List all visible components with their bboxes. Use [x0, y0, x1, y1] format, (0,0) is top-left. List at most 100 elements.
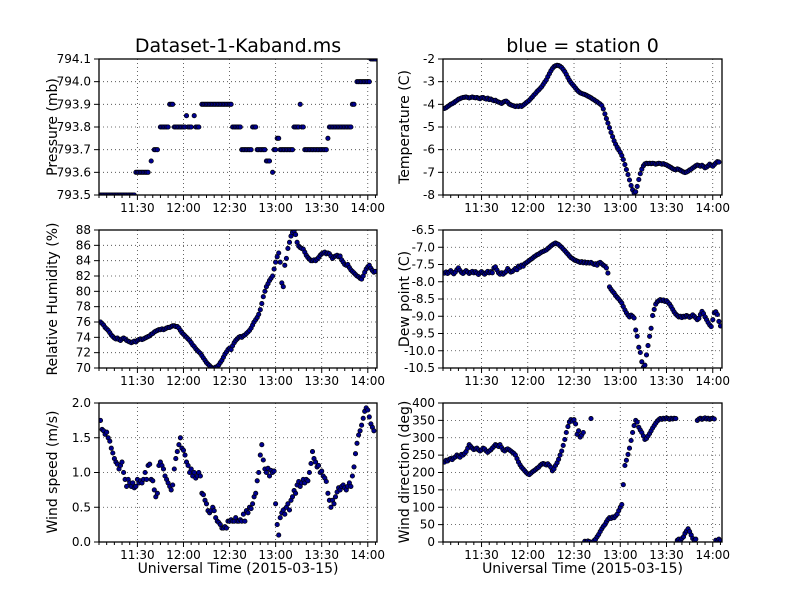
y-tick-label: 50	[420, 518, 435, 532]
y-tick-label: 72	[76, 346, 91, 360]
axes-border	[98, 229, 378, 369]
y-tick-label: 2.0	[72, 397, 91, 410]
x-tick-label: 11:30	[120, 548, 155, 562]
axes-border	[442, 58, 723, 196]
y-tick-label: 0.5	[72, 500, 91, 514]
right-x-axis-label: Universal Time (2015-03-15)	[482, 561, 683, 577]
x-tick-label: 13:00	[603, 548, 638, 562]
x-tick-label: 12:30	[557, 374, 592, 388]
x-tick-label: 14:00	[695, 201, 730, 215]
right-plot-title legend-note: blue = station 0	[506, 35, 659, 57]
y-tick-label: -4	[423, 97, 435, 111]
x-tick-label: 14:00	[695, 548, 730, 562]
axis-ticks: 11:30 12:00 12:30 13:00 13:30 14:00 0.0 0.5 1.0 1…	[72, 397, 385, 562]
y-tick-label: 80	[76, 284, 91, 298]
y-tick-label: 76	[76, 315, 91, 329]
x-tick-label: 13:30	[649, 548, 684, 562]
windspeed-plot-canvas: 11:30 12:00 12:30 13:00 13:30 14:00 0.0 0.5 1.0 1…	[72, 397, 385, 562]
y-tick-label: -9.5	[412, 327, 435, 341]
x-tick-label: 13:00	[603, 201, 638, 215]
x-tick-label: 14:00	[350, 374, 385, 388]
gridlines	[443, 403, 722, 542]
x-tick-label: 12:00	[510, 201, 545, 215]
y-tick-label: 793.5	[57, 188, 91, 202]
left-x-axis-label: Universal Time (2015-03-15)	[137, 561, 339, 577]
x-tick-label: 12:00	[166, 374, 201, 388]
y-tick-label: -5	[423, 120, 435, 134]
y-tick-label: 0	[427, 535, 435, 549]
x-tick-label: 13:30	[649, 201, 684, 215]
y-tick-label: 793.8	[57, 120, 91, 134]
y-tick-label: 86	[76, 238, 91, 252]
x-tick-label: 13:00	[258, 201, 293, 215]
y-tick-label: 100	[412, 500, 435, 514]
y-tick-label: -7.5	[412, 258, 435, 272]
x-tick-label: 13:30	[649, 374, 684, 388]
x-tick-label: 13:00	[258, 374, 293, 388]
y-tick-label: -9.0	[412, 309, 435, 323]
y-tick-label: 78	[76, 300, 91, 314]
x-tick-label: 14:00	[695, 374, 730, 388]
x-tick-label: 11:30	[464, 548, 499, 562]
y-tick-label: -10.5	[404, 361, 435, 375]
axes-border	[442, 229, 723, 369]
scatter-points	[443, 62, 722, 195]
y-tick-label: 400	[412, 397, 435, 410]
x-tick-label: 11:30	[120, 374, 155, 388]
y-tick-label: -3	[423, 75, 435, 89]
x-tick-label: 12:30	[557, 548, 592, 562]
y-tick-label: -8.0	[412, 275, 435, 289]
x-tick-label: 11:30	[464, 201, 499, 215]
y-tick-label: 88	[76, 224, 91, 237]
y-tick-label: -8	[423, 188, 435, 202]
x-tick-label: 12:30	[557, 201, 592, 215]
scatter-points	[99, 59, 377, 195]
y-tick-label: 350	[412, 413, 435, 427]
x-tick-label: 13:30	[304, 374, 339, 388]
scatter-points	[99, 405, 377, 538]
scatter-points	[99, 230, 377, 368]
x-tick-label: 12:30	[212, 374, 247, 388]
y-tick-label: 150	[412, 483, 435, 497]
y-tick-label: -2	[423, 53, 435, 66]
x-tick-label: 12:30	[212, 201, 247, 215]
y-tick-label: 1.0	[72, 466, 91, 480]
x-tick-label: 13:00	[258, 548, 293, 562]
x-tick-label: 13:30	[304, 548, 339, 562]
x-tick-label: 14:00	[350, 201, 385, 215]
x-tick-label: 14:00	[350, 548, 385, 562]
y-tick-label: 793.7	[57, 143, 91, 157]
y-tick-label: 74	[76, 330, 91, 344]
y-tick-label: -6.5	[412, 224, 435, 237]
axis-ticks: 11:30 12:00 12:30 13:00 13:30 14:00 -8 -7 -6 -5 -4…	[423, 53, 730, 215]
x-tick-label: 12:00	[510, 374, 545, 388]
x-tick-label: 12:30	[212, 548, 247, 562]
y-tick-label: -8.5	[412, 292, 435, 306]
y-tick-label: 794.1	[57, 53, 91, 66]
y-tick-label: -6	[423, 143, 435, 157]
scatter-points	[443, 240, 722, 368]
gridlines	[99, 230, 377, 368]
gridlines	[443, 230, 722, 368]
y-tick-label: 793.9	[57, 97, 91, 111]
y-tick-label: 794.0	[57, 75, 91, 89]
y-tick-label: 300	[412, 431, 435, 445]
y-tick-label: 70	[76, 361, 91, 375]
y-tick-label: 793.6	[57, 165, 91, 179]
temperature-plot-canvas: 11:30 12:00 12:30 13:00 13:30 14:00 -8 -7 -6 -5 -4…	[423, 53, 730, 215]
axis-ticks: 11:30 12:00 12:30 13:00 13:30 14:00 -10.5 -10.0…	[404, 224, 730, 388]
y-tick-label: 250	[412, 448, 435, 462]
y-tick-label: 84	[76, 254, 91, 268]
scatter-points	[443, 415, 722, 542]
x-tick-label: 12:00	[166, 201, 201, 215]
x-tick-label: 11:30	[464, 374, 499, 388]
x-tick-label: 13:30	[304, 201, 339, 215]
y-tick-label: 82	[76, 269, 91, 283]
axis-ticks: 11:30 12:00 12:30 13:00 13:30 14:00 793.5 793.6…	[57, 53, 385, 215]
y-tick-label: 1.5	[72, 431, 91, 445]
y-tick-label: -7.0	[412, 240, 435, 254]
axis-ticks: 11:30 12:00 12:30 13:00 13:30 14:00 0 50 100 150 2…	[412, 397, 730, 562]
y-tick-label: -10.0	[404, 344, 435, 358]
